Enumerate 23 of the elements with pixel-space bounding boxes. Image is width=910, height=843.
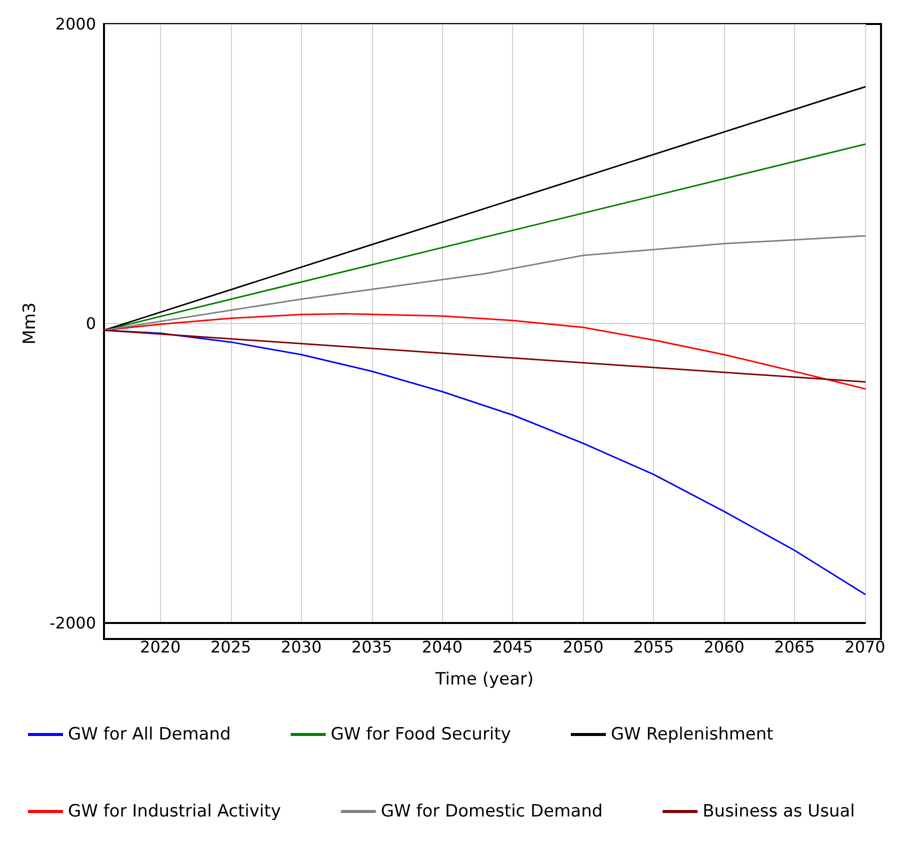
legend-label: GW for Industrial Activity [68, 802, 281, 822]
x-tick-label: 2020 [140, 638, 181, 656]
x-tick-label: 2035 [351, 638, 392, 656]
y-tick-label: 2000 [55, 14, 96, 34]
x-tick-label: 2055 [633, 638, 674, 656]
x-tick-label: 2030 [280, 638, 322, 656]
x-axis-title: Time (year) [434, 670, 534, 690]
x-tick-label: 2045 [492, 638, 534, 656]
x-tick-label: 2070 [844, 638, 886, 656]
x-tick-label: 2040 [422, 638, 463, 656]
y-tick-label: 0 [86, 314, 96, 333]
legend-label: GW for Domestic Demand [380, 802, 603, 822]
x-tick-label: 2025 [210, 638, 252, 656]
y-tick-label: -2000 [50, 614, 96, 632]
legend-label: Business as Usual [702, 802, 855, 822]
line-series [103, 235, 866, 331]
y-axis-title: Mm3 [20, 302, 40, 345]
x-tick-label: 2065 [774, 638, 815, 656]
legend-label: GW for Food Security [330, 724, 511, 744]
x-tick-label: 2050 [562, 638, 604, 656]
x-tick-label: 2060 [704, 638, 744, 656]
legend-label: GW for All Demand [68, 724, 231, 744]
legend-label: GW Replenishment [610, 724, 774, 744]
